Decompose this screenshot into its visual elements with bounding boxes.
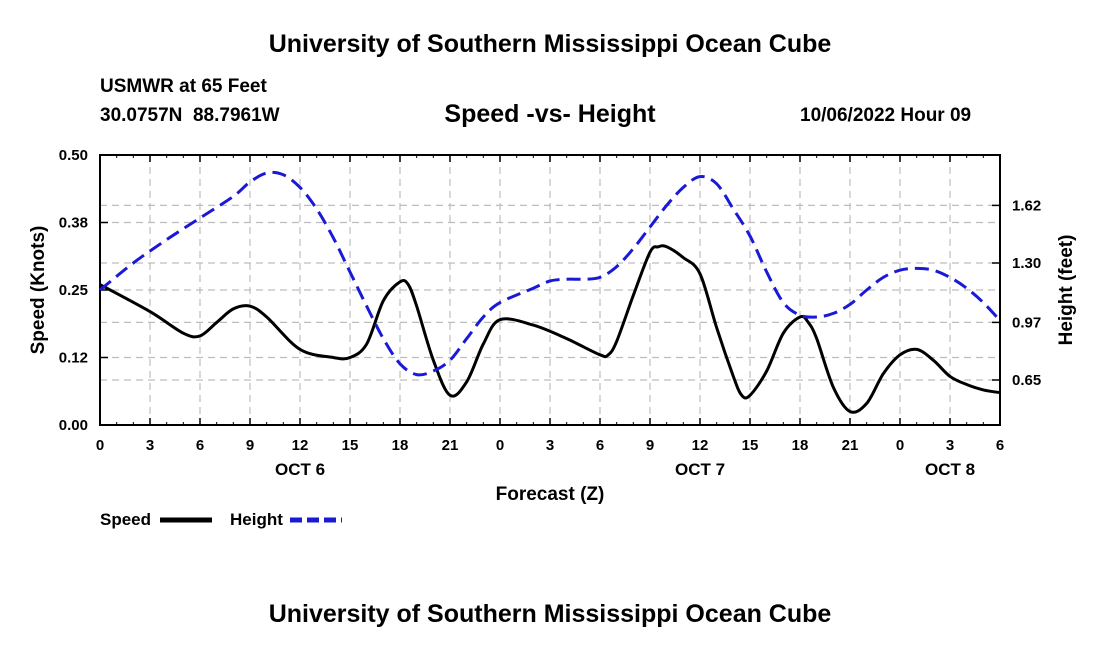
- x-tick-label: 15: [342, 437, 359, 454]
- y-left-tick-label: 0.38: [59, 215, 88, 232]
- x-tick-label: 0: [896, 437, 904, 454]
- axis-ticks: 0 3 6 9 12 15 18 21 0 3 6 9 12 15 18 21 0 3 6 OCT 6 OCT 7 OCT…: [59, 147, 1041, 479]
- x-tick-label: 0: [96, 437, 104, 454]
- y-left-tick-label: 0.50: [59, 147, 88, 164]
- x-tick-label: 3: [146, 437, 154, 454]
- chart-subtitle: Speed -vs- Height: [444, 100, 656, 128]
- legend: Speed Height: [100, 510, 342, 529]
- speed-series-line: [99, 244, 1001, 414]
- x-tick-label: 9: [246, 437, 254, 454]
- footer-title: University of Southern Mississippi Ocean…: [268, 600, 832, 628]
- x-tick-label: 15: [742, 437, 759, 454]
- y-right-tick-label: 1.30: [1012, 255, 1041, 272]
- x-tick-label: 3: [946, 437, 954, 454]
- chart-title: University of Southern Mississippi Ocean…: [268, 30, 832, 58]
- y-left-tick-label: 0.25: [59, 282, 88, 299]
- y-axis-left-label: Speed (Knots): [28, 226, 49, 355]
- x-tick-label: 6: [196, 437, 204, 454]
- x-axis-label: Forecast (Z): [496, 484, 605, 505]
- station-label: USMWR at 65 Feet: [100, 76, 267, 97]
- legend-height-label: Height: [230, 510, 283, 529]
- x-tick-label: 12: [292, 437, 309, 454]
- x-tick-label: 18: [792, 437, 809, 454]
- y-right-tick-label: 1.62: [1012, 197, 1041, 214]
- y-left-tick-label: 0.00: [59, 417, 88, 434]
- x-tick-label: 21: [442, 437, 459, 454]
- grid: [100, 155, 1000, 425]
- y-left-tick-label: 0.12: [59, 350, 88, 367]
- x-tick-label: 6: [596, 437, 604, 454]
- forecast-datetime: 10/06/2022 Hour 09: [800, 105, 972, 126]
- day-label: OCT 7: [675, 460, 725, 479]
- x-tick-label: 12: [692, 437, 709, 454]
- y-right-tick-label: 0.65: [1012, 372, 1041, 389]
- x-tick-label: 3: [546, 437, 554, 454]
- y-right-tick-label: 0.97: [1012, 314, 1041, 331]
- legend-speed-label: Speed: [100, 510, 151, 529]
- day-label: OCT 8: [925, 460, 975, 479]
- x-tick-label: 21: [842, 437, 859, 454]
- x-tick-label: 18: [392, 437, 409, 454]
- station-coordinates: 30.0757N 88.7961W: [100, 105, 280, 126]
- series: [99, 170, 1002, 414]
- y-axis-right-label: Height (feet): [1056, 235, 1077, 346]
- x-tick-label: 0: [496, 437, 504, 454]
- day-label: OCT 6: [275, 460, 325, 479]
- x-tick-label: 6: [996, 437, 1004, 454]
- x-tick-label: 9: [646, 437, 654, 454]
- height-series-line: [99, 170, 1002, 377]
